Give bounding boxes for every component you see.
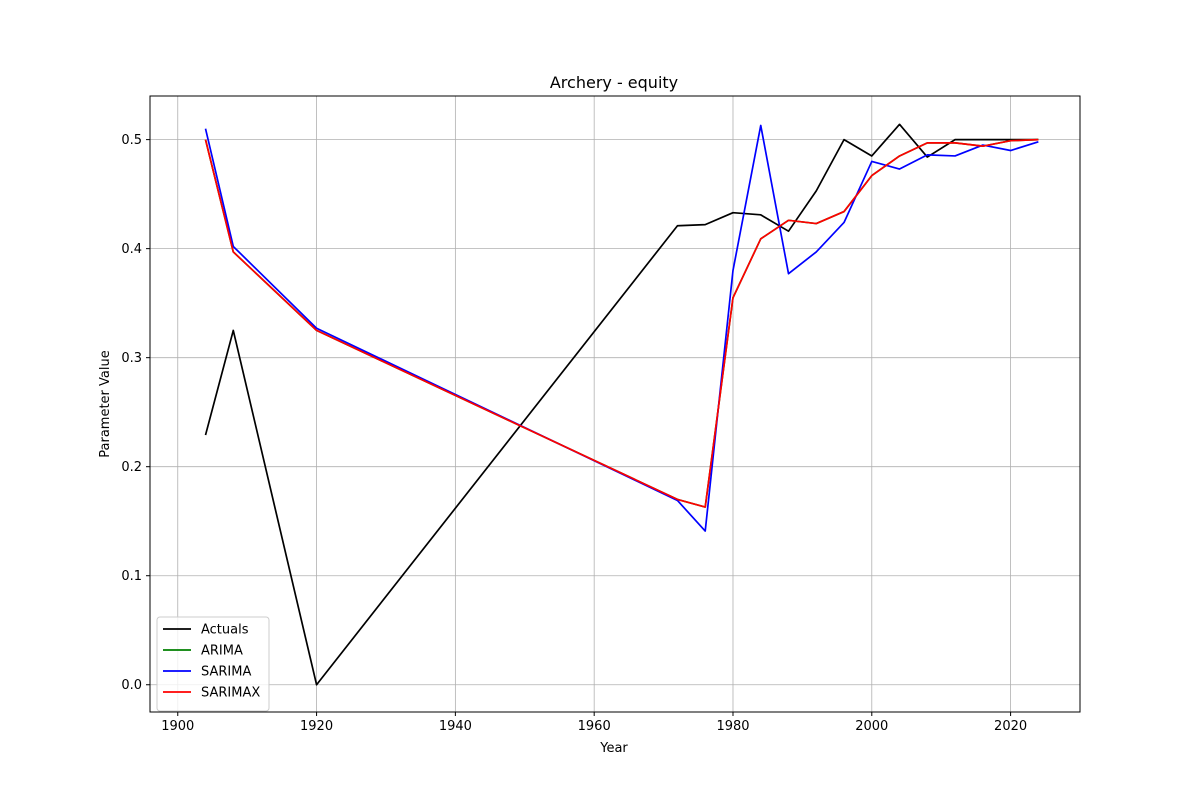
y-axis-ticks: 0.0 0.1 0.2 0.3 0.4 0.5 (121, 133, 150, 693)
legend-label-sarimax: SARIMAX (201, 686, 260, 701)
y-tick-label: 0.4 (121, 242, 142, 257)
series-line-actuals (204, 123, 1039, 686)
legend: Actuals ARIMA SARIMA SARIMAX (156, 616, 270, 712)
x-tick-label: 1980 (716, 719, 749, 734)
y-tick-label: 0.2 (121, 460, 142, 475)
y-tick-label: 0.3 (121, 351, 142, 366)
x-axis-label: Year (599, 741, 628, 756)
legend-label-arima: ARIMA (201, 644, 243, 659)
y-tick-label: 0.1 (121, 569, 142, 584)
x-tick-label: 1960 (578, 719, 611, 734)
x-axis-ticks: 1900 1920 1940 1960 1980 2000 2020 (161, 712, 1027, 734)
x-tick-label: 1920 (300, 719, 333, 734)
x-tick-label: 1900 (161, 719, 194, 734)
x-tick-label: 1940 (439, 719, 472, 734)
chart-title: Archery - equity (550, 73, 678, 92)
y-axis-label: Parameter Value (98, 350, 113, 457)
legend-label-sarima: SARIMA (201, 665, 251, 680)
x-tick-label: 2020 (994, 719, 1027, 734)
x-tick-label: 2000 (855, 719, 888, 734)
y-tick-label: 0.5 (121, 133, 142, 148)
y-tick-label: 0.0 (121, 678, 142, 693)
series-line-sarimax (204, 138, 1039, 508)
legend-box (156, 616, 270, 712)
plot-frame (149, 95, 1081, 713)
legend-label-actuals: Actuals (201, 623, 249, 638)
grid-lines (150, 96, 1080, 712)
series-layer (204, 123, 1039, 686)
